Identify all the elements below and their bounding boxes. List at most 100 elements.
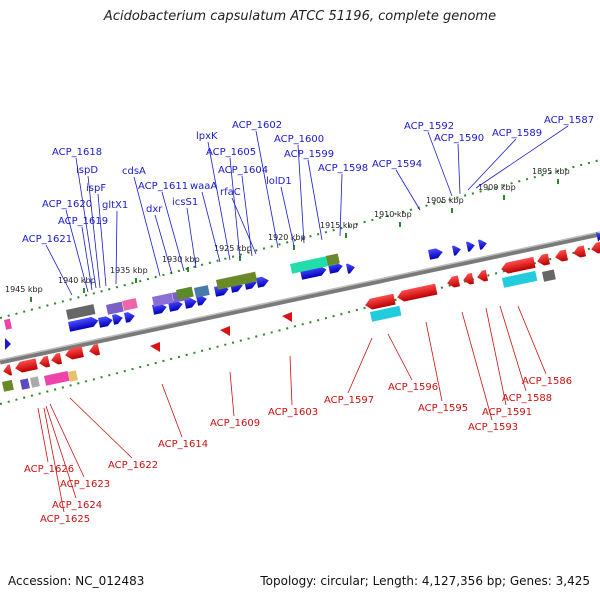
label-leader-line [161,383,183,438]
rna-feature-block [216,271,258,290]
label-leader-line [115,210,118,285]
rna-feature-block [326,253,340,266]
scale-tick-label: 1925 kbp [214,244,252,253]
forward-gene-arrow [256,276,269,288]
reverse-gene-arrow [555,249,569,262]
scale-tick-label: 1935 kbp [110,266,148,275]
reverse-gene-arrow [15,358,38,373]
label-leader-line [229,371,235,417]
rna-feature-block [20,378,30,390]
label-leader-line [461,311,493,421]
label-leader-line [255,130,279,249]
forward-gene-arrow [124,312,135,323]
label-leader-line [387,333,413,381]
reverse-gene-arrow [220,326,230,336]
forward-gene-label: ACP_1618 [52,147,102,158]
forward-gene-label: ACP_1592 [404,121,454,132]
reverse-gene-arrow [39,355,51,368]
label-leader-line [347,337,373,394]
rna-feature-block [176,286,194,300]
forward-gene-arrow [98,316,113,328]
reverse-gene-arrow [282,312,292,322]
genome-summary-text: Topology: circular; Length: 4,127,356 bp… [260,574,590,588]
forward-gene-label: ACP_1598 [318,163,368,174]
label-leader-line [427,131,453,197]
reverse-gene-arrow [537,253,551,266]
label-leader-line [45,405,77,499]
reverse-gene-label: ACP_1614 [158,439,208,450]
reverse-gene-label: ACP_1597 [324,395,374,406]
forward-gene-label: ACP_1594 [372,159,422,170]
label-leader-line [87,175,101,289]
scale-tick-label: 1900 kbp [478,183,516,192]
forward-gene-label: ACP_1605 [206,147,256,158]
label-leader-line [467,138,517,191]
rna-feature-block [152,292,174,307]
label-leader-line [289,355,293,406]
forward-gene-arrow [466,241,475,252]
label-leader-line [475,125,569,189]
rna-feature-block [2,379,14,392]
forward-gene-arrow [596,232,600,242]
label-leader-line [186,207,197,269]
forward-gene-label: lolD1 [266,176,292,187]
forward-gene-arrow [168,300,183,312]
rna-feature-block [502,270,538,288]
label-leader-line [241,175,253,257]
reverse-gene-label: ACP_1593 [468,422,518,433]
forward-gene-label: ACP_1619 [58,216,108,227]
reverse-gene-arrow [501,256,536,274]
scale-tick-label: 1920 kbp [268,233,306,242]
scale-tick-label: 1910 kbp [374,210,412,219]
label-leader-line [161,191,185,272]
label-leader-line [307,159,323,241]
rna-feature-block [4,318,12,330]
label-leader-line [229,157,241,259]
label-leader-line [485,307,507,406]
label-leader-line [280,186,295,247]
label-leader-line [43,407,65,513]
scale-tick-label: 1915 kbp [320,221,358,230]
rna-feature-block [542,269,556,282]
label-leader-line [517,305,547,375]
label-leader-line [75,157,97,289]
scale-tick-label: 1945 kbp [5,285,43,294]
forward-gene-label: lpxK [196,131,218,142]
forward-gene-label: ACP_1602 [232,120,282,131]
label-leader-line [231,197,257,255]
forward-gene-label: ACP_1620 [42,199,92,210]
reverse-gene-label: ACP_1623 [60,479,110,490]
scale-tick-label: 1940 kbp [58,276,96,285]
label-leader-line [81,226,93,291]
label-leader-line [45,244,73,296]
reverse-gene-arrow [477,269,489,282]
reverse-gene-label: ACP_1586 [522,376,572,387]
reverse-gene-arrow [3,364,13,376]
label-leader-line [201,191,221,263]
reverse-gene-arrow [150,342,160,352]
genome-title: Acidobacterium capsulatum ATCC 51196, co… [103,9,497,24]
accession-text: Accession: NC_012483 [8,574,145,588]
label-leader-line [133,176,161,277]
forward-gene-label: ACP_1600 [274,134,324,145]
forward-gene-label: ACP_1589 [492,128,542,139]
reverse-gene-label: ACP_1591 [482,407,532,418]
rna-feature-block [66,304,96,320]
reverse-gene-label: ACP_1609 [210,418,260,429]
label-leader-line [97,193,107,287]
rna-feature-block [30,376,40,388]
forward-gene-label: ACP_1604 [218,165,268,176]
label-leader-line [69,397,133,459]
forward-gene-arrow [428,248,443,260]
forward-gene-label: cdsA [122,166,146,177]
reverse-gene-arrow [397,283,438,302]
reverse-gene-arrow [591,241,600,254]
scale-tick-label: 1895 kbp [532,167,570,176]
rna-feature-block [44,371,70,386]
rna-feature-block [106,301,124,315]
label-leader-line [457,143,461,195]
forward-gene-label: dxr [146,204,163,215]
label-leader-line [49,403,85,478]
reverse-gene-arrow [447,275,461,288]
label-leader-line [37,407,49,463]
